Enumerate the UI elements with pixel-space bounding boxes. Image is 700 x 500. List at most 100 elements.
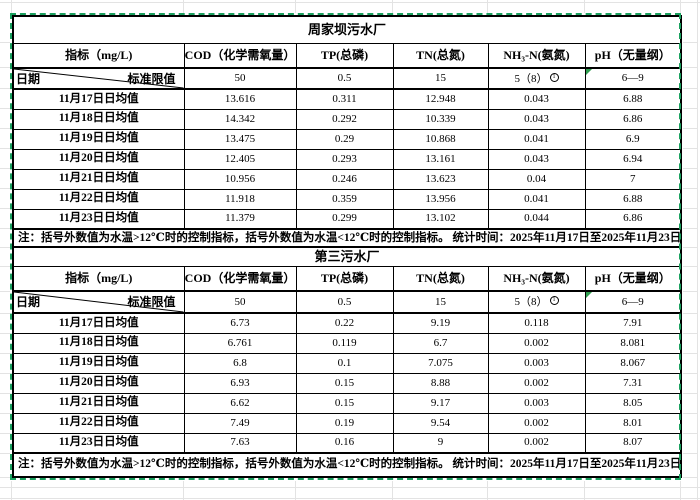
value-cell[interactable]: 0.118 (487, 312, 586, 334)
value-cell[interactable]: 0.002 (487, 372, 586, 394)
value-cell[interactable]: 8.01 (584, 412, 682, 434)
value-cell[interactable]: 9 (392, 432, 489, 454)
value-cell[interactable]: 6.88 (584, 88, 682, 110)
value-cell[interactable]: 7 (584, 168, 682, 190)
value-cell[interactable]: 0.002 (487, 432, 586, 454)
standard-limit-cell[interactable]: 0.5 (295, 67, 394, 90)
value-cell[interactable]: 8.081 (584, 332, 682, 354)
value-cell[interactable]: 11.379 (183, 208, 297, 230)
value-cell[interactable]: 8.067 (584, 352, 682, 374)
value-cell[interactable]: 12.948 (392, 88, 489, 110)
value-cell[interactable]: 13.161 (392, 148, 489, 170)
standard-limit-cell[interactable]: 0.5 (295, 290, 394, 314)
date-standard-corner-cell[interactable]: 日期 标准限值 (12, 67, 185, 90)
value-cell[interactable]: 0.044 (487, 208, 586, 230)
value-cell[interactable]: 0.003 (487, 352, 586, 374)
value-cell[interactable]: 0.299 (295, 208, 394, 230)
value-cell[interactable]: 8.88 (392, 372, 489, 394)
value-cell[interactable]: 8.05 (584, 392, 682, 414)
value-cell[interactable]: 9.17 (392, 392, 489, 414)
table-title-cell[interactable]: 第三污水厂 (12, 246, 682, 267)
value-cell[interactable]: 0.003 (487, 392, 586, 414)
value-cell[interactable]: 10.868 (392, 128, 489, 150)
value-cell[interactable]: 6.8 (183, 352, 297, 374)
column-header[interactable]: COD（化学需氧量） (183, 265, 297, 292)
column-header[interactable]: TP(总磷) (295, 265, 394, 292)
value-cell[interactable]: 0.041 (487, 128, 586, 150)
date-cell[interactable]: 11月19日日均值 (12, 128, 185, 150)
value-cell[interactable]: 10.339 (392, 108, 489, 130)
value-cell[interactable]: 0.043 (487, 88, 586, 110)
value-cell[interactable]: 11.918 (183, 188, 297, 210)
value-cell[interactable]: 6.73 (183, 312, 297, 334)
column-header[interactable]: NH₃-N(氨氮) (487, 42, 586, 69)
column-header[interactable]: TN(总氮) (392, 42, 489, 69)
date-cell[interactable]: 11月18日日均值 (12, 108, 185, 130)
date-cell[interactable]: 11月19日日均值 (12, 352, 185, 374)
standard-limit-cell[interactable]: 5（8） 1 (487, 67, 586, 90)
value-cell[interactable]: 7.075 (392, 352, 489, 374)
date-cell[interactable]: 11月20日日均值 (12, 148, 185, 170)
value-cell[interactable]: 6.7 (392, 332, 489, 354)
value-cell[interactable]: 13.623 (392, 168, 489, 190)
date-cell[interactable]: 11月23日日均值 (12, 208, 185, 230)
standard-limit-cell[interactable]: 15 (392, 290, 489, 314)
standard-limit-cell[interactable]: 5（8） 1 (487, 290, 586, 314)
date-cell[interactable]: 11月21日日均值 (12, 168, 185, 190)
date-cell[interactable]: 11月18日日均值 (12, 332, 185, 354)
value-cell[interactable]: 0.359 (295, 188, 394, 210)
value-cell[interactable]: 0.002 (487, 332, 586, 354)
value-cell[interactable]: 0.311 (295, 88, 394, 110)
value-cell[interactable]: 13.616 (183, 88, 297, 110)
value-cell[interactable]: 13.475 (183, 128, 297, 150)
standard-limit-cell[interactable]: 6—9 (584, 290, 682, 314)
column-header[interactable]: 指标（mg/L) (12, 42, 185, 69)
column-header[interactable]: TP(总磷) (295, 42, 394, 69)
standard-limit-cell[interactable]: 50 (183, 290, 297, 314)
date-cell[interactable]: 11月17日日均值 (12, 312, 185, 334)
date-cell[interactable]: 11月17日日均值 (12, 88, 185, 110)
value-cell[interactable]: 12.405 (183, 148, 297, 170)
value-cell[interactable]: 0.1 (295, 352, 394, 374)
value-cell[interactable]: 0.293 (295, 148, 394, 170)
value-cell[interactable]: 0.15 (295, 372, 394, 394)
value-cell[interactable]: 0.16 (295, 432, 394, 454)
column-header[interactable]: TN(总氮) (392, 265, 489, 292)
date-cell[interactable]: 11月22日日均值 (12, 188, 185, 210)
column-header[interactable]: pH（无量纲） (584, 42, 682, 69)
date-cell[interactable]: 11月20日日均值 (12, 372, 185, 394)
value-cell[interactable]: 0.19 (295, 412, 394, 434)
value-cell[interactable]: 7.49 (183, 412, 297, 434)
column-header[interactable]: COD（化学需氧量） (183, 42, 297, 69)
value-cell[interactable]: 0.041 (487, 188, 586, 210)
value-cell[interactable]: 6.93 (183, 372, 297, 394)
standard-limit-cell[interactable]: 6—9 (584, 67, 682, 90)
note-cell[interactable]: 注：括号外数值为水温>12℃时的控制指标，括号外数值为水温<12℃时的控制指标。… (12, 452, 682, 478)
date-standard-corner-cell[interactable]: 日期 标准限值 (12, 290, 185, 314)
value-cell[interactable]: 7.63 (183, 432, 297, 454)
value-cell[interactable]: 0.246 (295, 168, 394, 190)
value-cell[interactable]: 6.94 (584, 148, 682, 170)
value-cell[interactable]: 0.043 (487, 148, 586, 170)
value-cell[interactable]: 0.15 (295, 392, 394, 414)
value-cell[interactable]: 0.04 (487, 168, 586, 190)
value-cell[interactable]: 8.07 (584, 432, 682, 454)
standard-limit-cell[interactable]: 50 (183, 67, 297, 90)
value-cell[interactable]: 7.31 (584, 372, 682, 394)
value-cell[interactable]: 0.22 (295, 312, 394, 334)
column-header[interactable]: 指标（mg/L) (12, 265, 185, 292)
value-cell[interactable]: 13.956 (392, 188, 489, 210)
value-cell[interactable]: 0.002 (487, 412, 586, 434)
value-cell[interactable]: 6.86 (584, 108, 682, 130)
table-title-cell[interactable]: 周家坝污水厂 (12, 15, 682, 44)
value-cell[interactable]: 10.956 (183, 168, 297, 190)
value-cell[interactable]: 6.761 (183, 332, 297, 354)
value-cell[interactable]: 0.29 (295, 128, 394, 150)
value-cell[interactable]: 9.19 (392, 312, 489, 334)
value-cell[interactable]: 0.292 (295, 108, 394, 130)
date-cell[interactable]: 11月23日日均值 (12, 432, 185, 454)
value-cell[interactable]: 6.62 (183, 392, 297, 414)
value-cell[interactable]: 0.043 (487, 108, 586, 130)
column-header[interactable]: pH（无量纲） (584, 265, 682, 292)
value-cell[interactable]: 0.119 (295, 332, 394, 354)
